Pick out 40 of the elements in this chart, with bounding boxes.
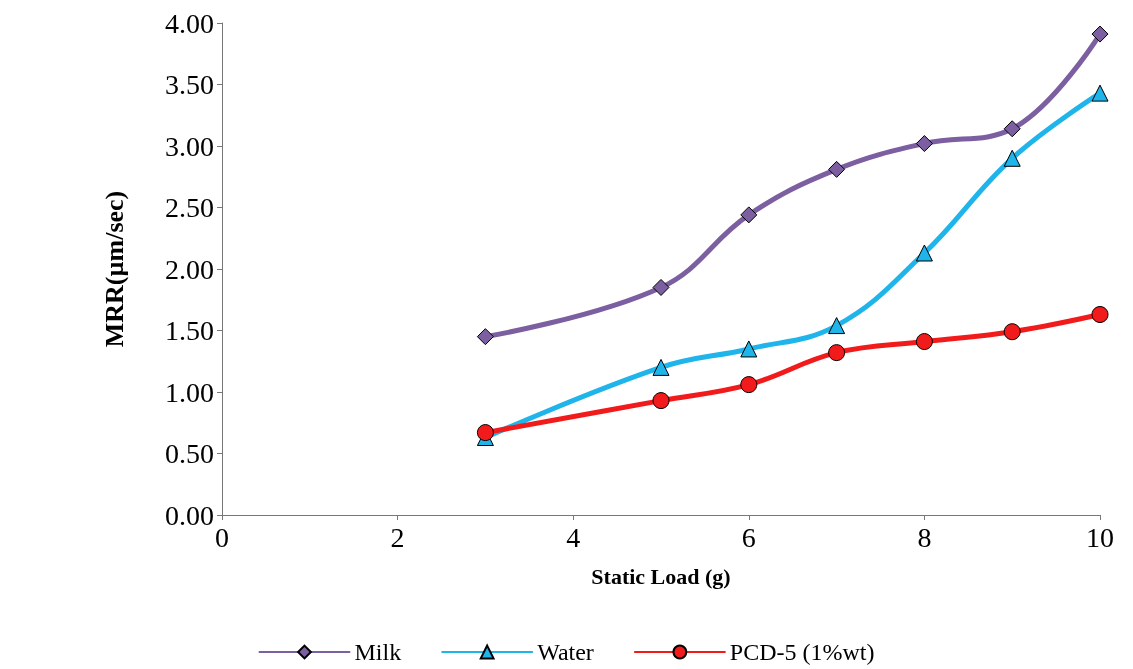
y-tick-label: 0.00: [165, 499, 214, 531]
y-tick-label: 1.50: [165, 315, 214, 346]
legend-label: PCD-5 (1%wt): [729, 639, 875, 665]
legend-label: Milk: [354, 639, 402, 665]
point: [828, 317, 846, 335]
y-tick-label: 3.50: [165, 69, 214, 100]
point: [1091, 84, 1109, 102]
y-tick-label: 3.00: [165, 130, 214, 162]
point: [915, 135, 933, 153]
point: [740, 340, 758, 358]
point: [1091, 306, 1109, 324]
y-tick-label: 2.00: [165, 253, 214, 285]
point: [915, 333, 933, 351]
x-tick-label: 4: [566, 521, 581, 553]
y-axis-title: MRR(µm/sec): [99, 190, 129, 348]
x-tick-label: 10: [1086, 521, 1114, 553]
point: [476, 328, 494, 346]
point: [1003, 323, 1021, 341]
y-tick-label: 0.50: [165, 438, 214, 469]
x-tick-label: 0: [215, 521, 229, 553]
point: [740, 206, 758, 224]
point: [1003, 149, 1021, 167]
point: [740, 376, 758, 394]
y-tick-label: 2.50: [165, 192, 214, 223]
x-tick-label: 6: [741, 521, 756, 553]
x-tick-label: 8: [917, 521, 932, 553]
point: [828, 344, 846, 362]
y-tick-label: 1.00: [165, 376, 214, 408]
point: [915, 244, 933, 262]
point: [652, 392, 670, 410]
point: [828, 160, 846, 178]
point: [1003, 120, 1021, 138]
x-axis-title: Static Load (g): [591, 563, 731, 589]
point: [652, 278, 670, 296]
point: [1091, 25, 1109, 43]
x-tick-label: 2: [390, 521, 405, 553]
point: [476, 424, 494, 442]
legend-label: Water: [537, 639, 594, 665]
point: [652, 358, 670, 376]
y-tick-label: 4.00: [165, 7, 214, 39]
